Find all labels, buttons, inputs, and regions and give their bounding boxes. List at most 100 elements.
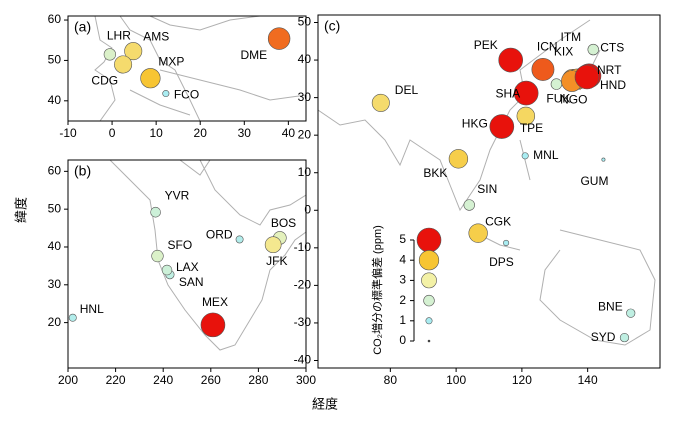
y-tick-label: 50	[298, 15, 312, 29]
legend-bubble	[427, 339, 431, 343]
y-axis-label: 緯度	[13, 197, 28, 223]
station-label: AMS	[143, 29, 169, 43]
x-tick-label: 140	[578, 373, 598, 387]
station-bubble	[468, 223, 488, 243]
station-label: BNE	[598, 299, 623, 313]
station-label: HNL	[80, 302, 104, 316]
y-tick-label: 50	[48, 53, 62, 67]
station-bubble	[161, 264, 173, 276]
panel-frame	[67, 159, 307, 369]
panel-frame	[317, 14, 661, 369]
station-bubble	[489, 114, 515, 139]
station-bubble	[619, 332, 630, 343]
station-label: FUK	[546, 91, 570, 105]
station-label: SYD	[591, 330, 616, 344]
legend-bubble	[416, 227, 442, 253]
points	[68, 206, 287, 338]
station-label: JFK	[266, 254, 287, 268]
station-label: SHA	[495, 86, 520, 100]
station-bubble	[103, 48, 117, 61]
station-bubble	[264, 236, 282, 254]
x-axis-label: 経度	[312, 396, 338, 411]
x-tick-label: 20	[194, 126, 208, 140]
station-label: ITM	[561, 30, 582, 44]
x-tick-label: 30	[238, 126, 252, 140]
x-tick-label: 280	[248, 373, 268, 387]
x-tick-label: 80	[384, 373, 398, 387]
station-bubble	[124, 42, 143, 61]
y-tick-label: -30	[294, 315, 312, 329]
x-tick-label: 120	[512, 373, 532, 387]
y-tick-label: 60	[48, 12, 62, 26]
station-bubble	[150, 206, 161, 218]
station-label: NRT	[597, 63, 622, 77]
station-label: MXP	[158, 54, 184, 68]
points	[103, 27, 291, 98]
y-tick-label: 40	[48, 93, 62, 107]
station-bubble	[448, 149, 469, 169]
legend-bubble	[425, 317, 433, 325]
station-bubble	[626, 308, 636, 318]
station-bubble	[521, 152, 529, 160]
station-bubble	[371, 93, 390, 112]
legend-tick-label: 1	[399, 313, 406, 327]
station-label: SFO	[167, 238, 192, 252]
y-tick-label: -10	[294, 240, 312, 254]
y-tick-label: 50	[48, 201, 62, 215]
station-label: SAN	[179, 275, 204, 289]
legend-tick-label: 0	[399, 333, 406, 347]
station-label: HKG	[462, 117, 488, 131]
station-label: ICN	[537, 40, 558, 54]
station-bubble	[513, 80, 539, 106]
legend-tick-label: 5	[399, 232, 406, 246]
x-tick-label: -10	[59, 126, 77, 140]
x-tick-label: 300	[296, 373, 316, 387]
station-label: HND	[600, 78, 626, 92]
x-tick-label: 0	[109, 126, 116, 140]
x-tick-label: 260	[201, 373, 221, 387]
station-label: CDG	[91, 74, 118, 88]
station-label: PEK	[474, 38, 498, 52]
legend-tick-label: 2	[399, 293, 406, 307]
y-tick-label: -40	[294, 353, 312, 367]
station-bubble	[516, 106, 536, 126]
y-tick-label: 20	[298, 127, 312, 141]
legend-tick-label: 4	[399, 252, 406, 266]
station-bubble	[68, 313, 77, 322]
station-bubble	[114, 55, 133, 74]
station-bubble	[140, 68, 161, 89]
station-bubble	[200, 312, 226, 338]
station-label: LAX	[176, 260, 199, 274]
y-tick-label: 20	[48, 315, 62, 329]
station-label: BOS	[271, 216, 296, 230]
panel-label: (c)	[324, 18, 340, 34]
y-tick-label: 10	[298, 165, 312, 179]
legend-tick-label: 3	[399, 273, 406, 287]
y-tick-label: -20	[294, 278, 312, 292]
legend-bubble	[421, 272, 437, 289]
y-tick-label: 40	[48, 239, 62, 253]
station-bubble	[267, 27, 291, 50]
station-label: KIX	[554, 44, 573, 58]
y-tick-label: 0	[304, 202, 311, 216]
y-tick-label: 30	[48, 277, 62, 291]
station-label: MNL	[533, 148, 559, 162]
x-tick-label: 40	[282, 126, 296, 140]
station-bubble	[151, 249, 164, 263]
station-label: FCO	[174, 88, 199, 102]
station-label: SIN	[477, 182, 497, 196]
legend-bubble	[418, 250, 440, 271]
station-label: NGO	[560, 92, 587, 106]
station-bubble	[498, 47, 524, 73]
station-label: LHR	[107, 29, 131, 43]
map-outline	[109, 160, 306, 351]
station-label: CGK	[485, 214, 511, 228]
station-label: YVR	[165, 188, 190, 202]
station-bubble	[463, 199, 475, 211]
points	[371, 43, 636, 343]
station-label: TPE	[520, 121, 543, 135]
station-bubble	[235, 235, 244, 244]
station-label: DME	[240, 48, 267, 62]
station-label: MEX	[202, 295, 228, 309]
station-bubble	[574, 64, 600, 90]
